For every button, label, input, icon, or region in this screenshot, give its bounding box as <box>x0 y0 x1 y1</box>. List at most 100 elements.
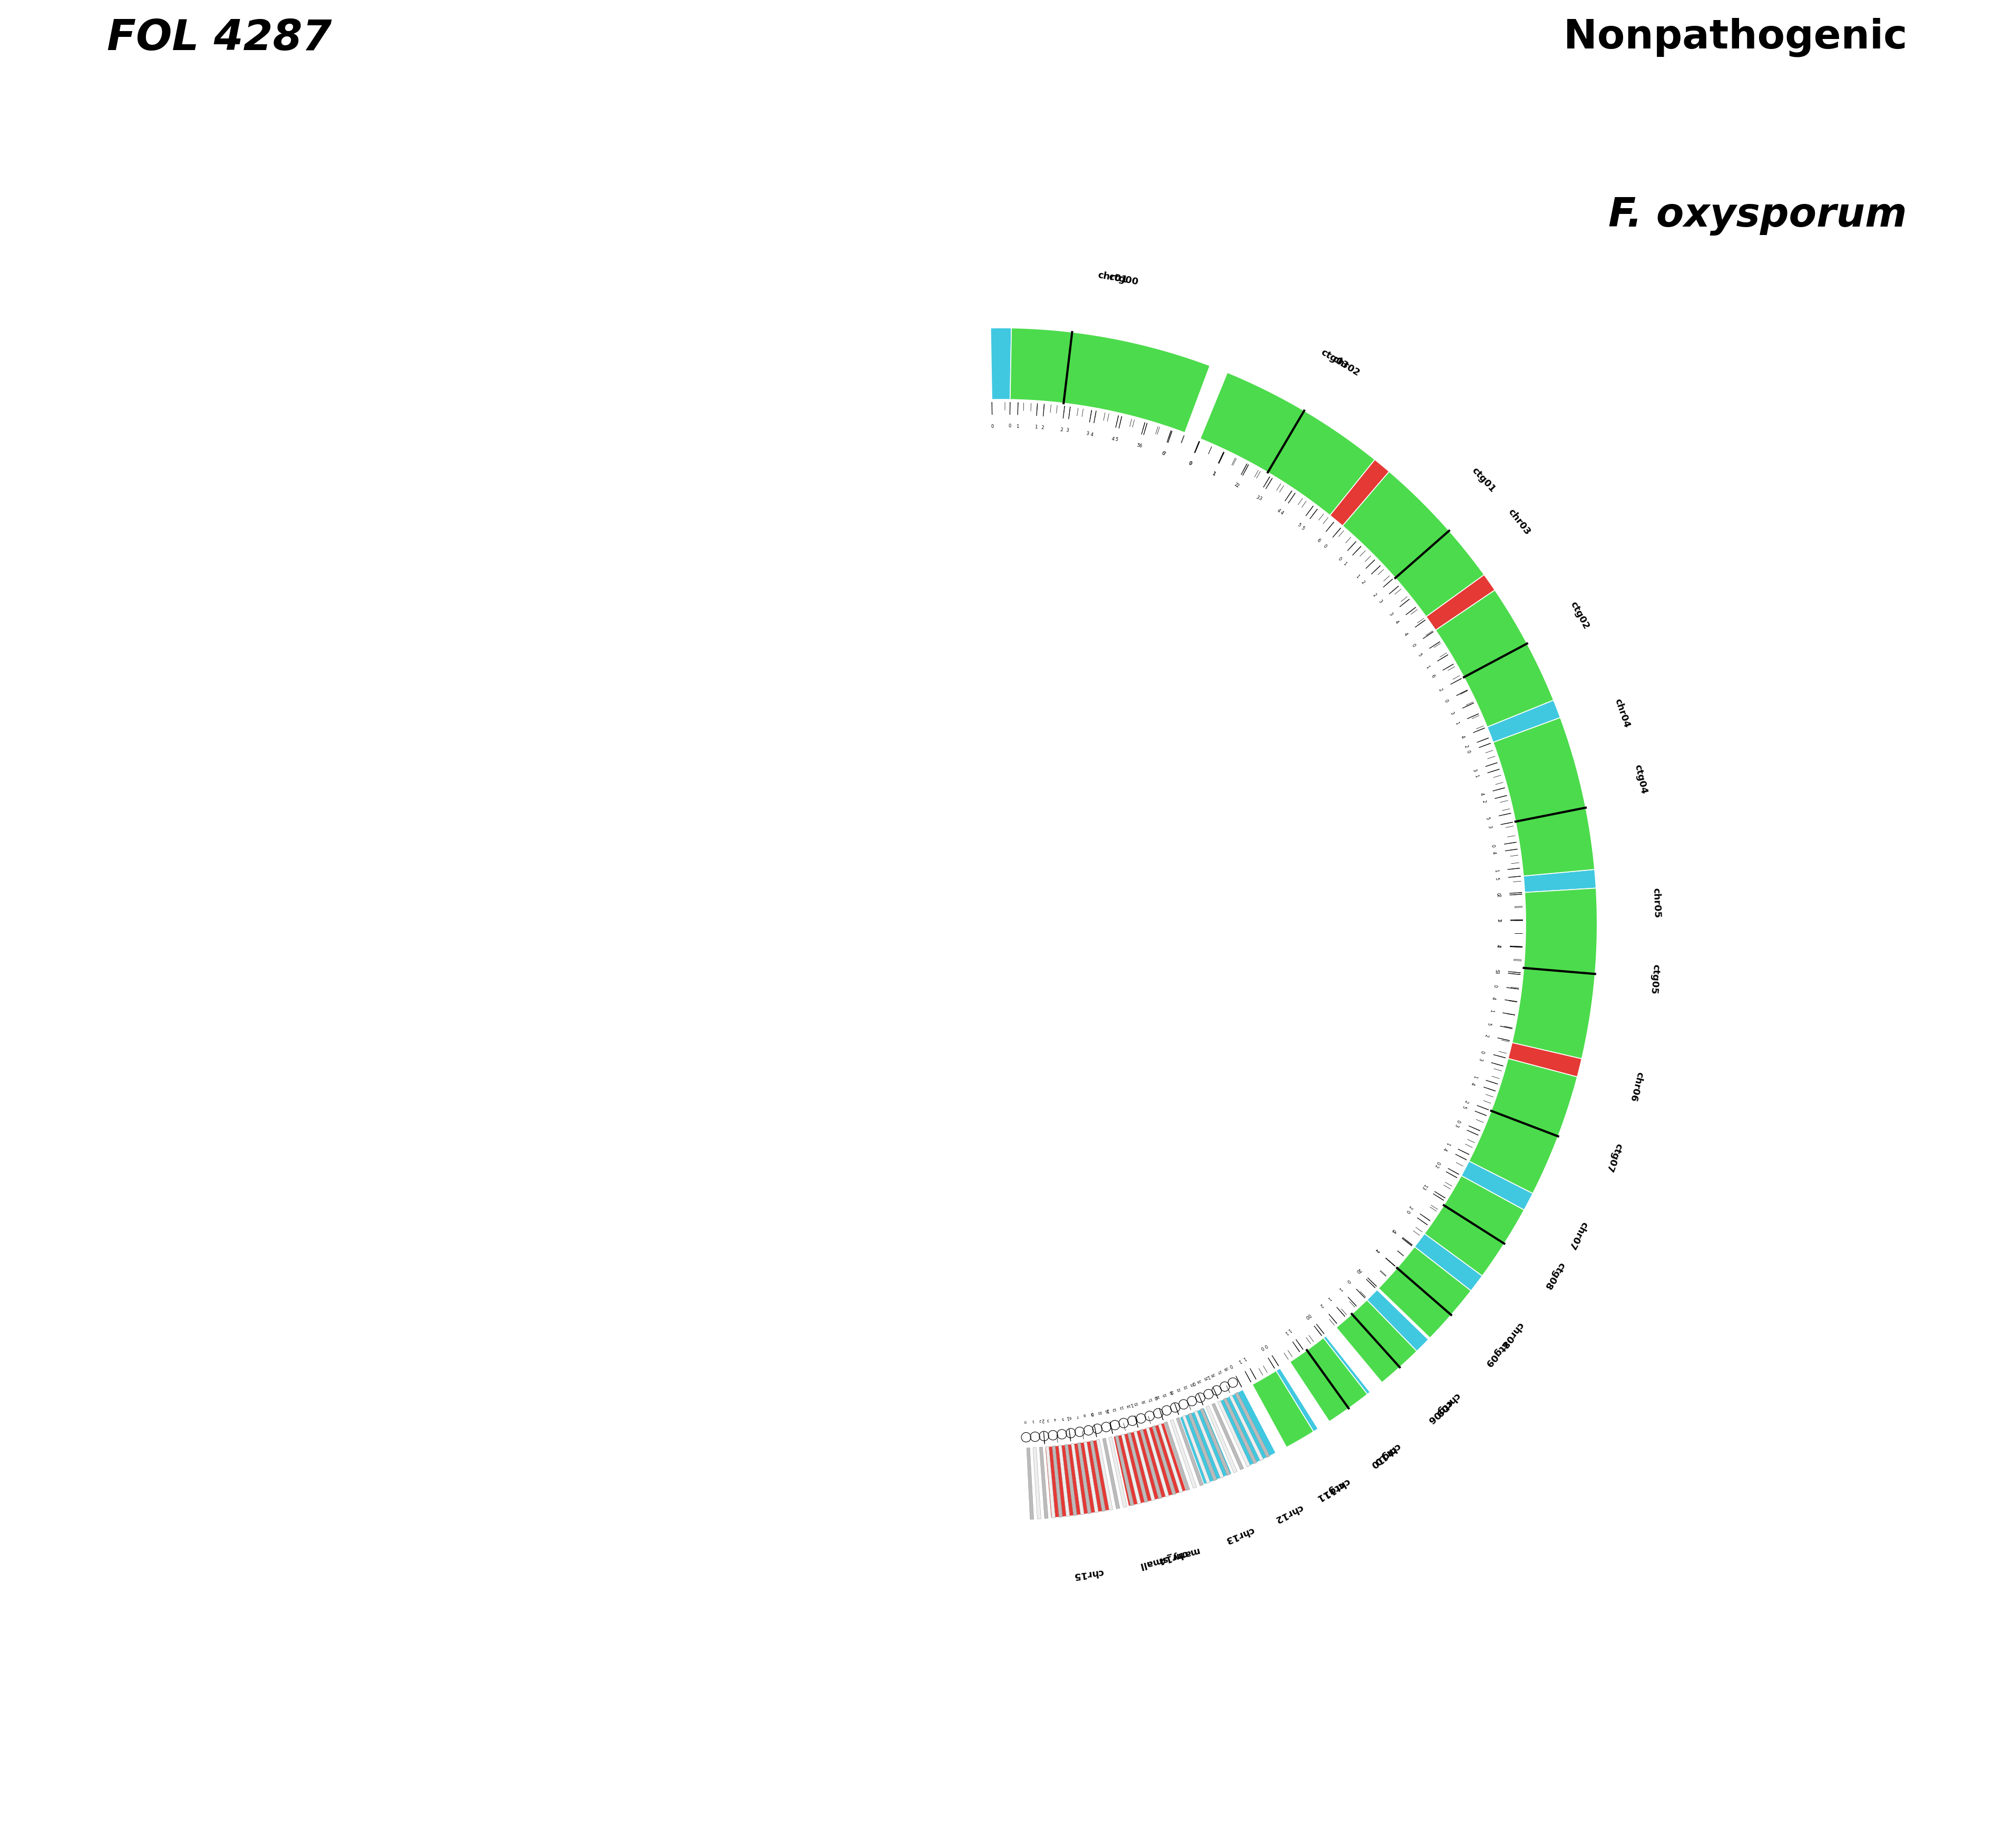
Polygon shape <box>1229 1020 1508 1242</box>
Text: 1: 1 <box>1129 1401 1133 1406</box>
Text: 4: 4 <box>1393 619 1399 625</box>
Polygon shape <box>1059 410 1133 669</box>
Text: 0: 0 <box>1479 1050 1485 1053</box>
Polygon shape <box>1243 667 1514 845</box>
Polygon shape <box>1243 699 1499 830</box>
Polygon shape <box>1201 1079 1457 1308</box>
Polygon shape <box>1247 959 1524 1162</box>
Polygon shape <box>1149 1137 1339 1379</box>
Polygon shape <box>1115 445 1247 689</box>
Polygon shape <box>1249 909 1526 1157</box>
Polygon shape <box>1249 994 1516 1133</box>
Polygon shape <box>1259 804 1526 907</box>
Polygon shape <box>1245 721 1491 826</box>
Polygon shape <box>1249 907 1526 1153</box>
Polygon shape <box>1239 972 1522 1207</box>
Text: 4: 4 <box>1469 1081 1475 1085</box>
Polygon shape <box>1251 924 1526 1138</box>
Polygon shape <box>1025 401 1103 665</box>
Polygon shape <box>1215 1070 1459 1264</box>
Polygon shape <box>1029 401 1077 663</box>
Polygon shape <box>1089 1440 1105 1512</box>
Polygon shape <box>1249 994 1516 1140</box>
Polygon shape <box>1173 1118 1381 1345</box>
Polygon shape <box>1149 1135 1351 1380</box>
Polygon shape <box>1255 776 1516 863</box>
Polygon shape <box>1263 928 1526 965</box>
Polygon shape <box>1249 917 1526 1157</box>
Text: 2: 2 <box>1059 427 1063 432</box>
Polygon shape <box>1263 883 1524 967</box>
Polygon shape <box>1027 401 1169 669</box>
Polygon shape <box>1259 832 1520 881</box>
Polygon shape <box>1033 401 1103 665</box>
Polygon shape <box>1241 998 1516 1186</box>
Polygon shape <box>1041 405 1095 665</box>
Polygon shape <box>1035 401 1121 665</box>
Polygon shape <box>1235 667 1483 809</box>
Polygon shape <box>1357 488 1508 647</box>
Polygon shape <box>1049 403 1219 675</box>
Polygon shape <box>1065 408 1201 675</box>
Polygon shape <box>1031 403 1073 663</box>
Polygon shape <box>1259 811 1524 891</box>
Text: 5: 5 <box>1297 523 1301 529</box>
Polygon shape <box>1259 821 1522 883</box>
Polygon shape <box>1243 898 1526 1194</box>
Polygon shape <box>1195 541 1419 750</box>
Polygon shape <box>1199 1090 1431 1299</box>
Polygon shape <box>1249 719 1514 850</box>
Polygon shape <box>1041 403 1129 667</box>
Polygon shape <box>1237 656 1495 819</box>
Text: 4: 4 <box>1459 736 1465 739</box>
Polygon shape <box>1263 870 1524 900</box>
Text: 3: 3 <box>1421 1185 1425 1190</box>
Polygon shape <box>1217 1055 1479 1268</box>
Polygon shape <box>1251 935 1526 1138</box>
Polygon shape <box>1059 1445 1069 1517</box>
Text: 20: 20 <box>1167 1390 1173 1393</box>
Polygon shape <box>1261 813 1526 941</box>
Polygon shape <box>1217 1401 1251 1467</box>
Polygon shape <box>1249 954 1524 1155</box>
Polygon shape <box>1051 405 1149 669</box>
Polygon shape <box>1053 1445 1063 1517</box>
Text: 4: 4 <box>1495 944 1502 946</box>
Polygon shape <box>1389 1227 1487 1327</box>
Text: 3: 3 <box>1487 824 1491 828</box>
Polygon shape <box>1031 401 1171 669</box>
Polygon shape <box>1259 796 1522 883</box>
Polygon shape <box>1215 608 1437 772</box>
Polygon shape <box>1255 745 1526 920</box>
Polygon shape <box>993 399 1265 680</box>
Text: 0: 0 <box>1345 1279 1351 1283</box>
Polygon shape <box>1021 399 1155 667</box>
Polygon shape <box>1257 769 1524 887</box>
Polygon shape <box>1113 1159 1263 1410</box>
Polygon shape <box>997 399 1123 665</box>
Polygon shape <box>1129 1151 1293 1397</box>
Polygon shape <box>1011 399 1263 680</box>
Polygon shape <box>1131 451 1303 699</box>
Polygon shape <box>1203 1081 1447 1295</box>
Polygon shape <box>1241 689 1495 824</box>
Polygon shape <box>1025 401 1123 665</box>
Text: 1: 1 <box>1327 1295 1331 1301</box>
Polygon shape <box>1259 809 1524 889</box>
Polygon shape <box>1261 867 1524 896</box>
Polygon shape <box>1229 643 1473 798</box>
Polygon shape <box>1435 590 1554 726</box>
Polygon shape <box>1235 1029 1497 1199</box>
Polygon shape <box>1235 1039 1487 1194</box>
Polygon shape <box>1197 1088 1441 1310</box>
Polygon shape <box>1261 837 1522 885</box>
Polygon shape <box>1257 767 1524 889</box>
Text: 2: 2 <box>1041 1417 1045 1423</box>
Polygon shape <box>1113 431 1307 695</box>
Polygon shape <box>1261 833 1526 955</box>
Polygon shape <box>1239 652 1510 837</box>
Polygon shape <box>1249 968 1524 1148</box>
Polygon shape <box>1261 867 1524 898</box>
Polygon shape <box>1053 407 1127 667</box>
Polygon shape <box>1241 1027 1487 1148</box>
